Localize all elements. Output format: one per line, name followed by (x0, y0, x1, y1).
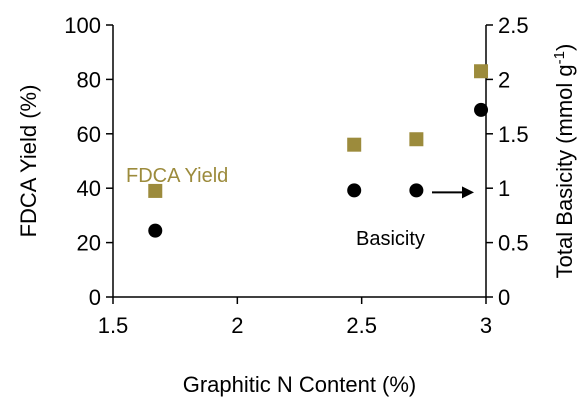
x-tick-label: 1.5 (98, 313, 129, 338)
data-point-basicity (409, 183, 424, 198)
y-tick-label-right: 2.5 (498, 13, 529, 38)
x-tick-label: 2.5 (346, 313, 377, 338)
y-tick-label-left: 40 (77, 176, 101, 201)
y-tick-label-left: 20 (77, 231, 101, 256)
annotation-fdca-yield: FDCA Yield (126, 165, 228, 187)
y-tick-label-right: 2 (498, 67, 510, 92)
data-point-basicity (347, 183, 362, 198)
y-tick-label-right: 1 (498, 176, 510, 201)
data-point-fdca-yield (474, 64, 489, 79)
data-point-basicity (474, 102, 489, 117)
data-point-fdca-yield (409, 132, 424, 147)
data-point-fdca-yield (347, 137, 362, 152)
y-tick-label-right: 0 (498, 285, 510, 310)
y-tick-label-left: 100 (64, 13, 101, 38)
x-axis-title: Graphitic N Content (%) (183, 372, 417, 397)
y-tick-label-left: 80 (77, 67, 101, 92)
data-point-fdca-yield (148, 183, 163, 198)
y-axis-left-title: FDCA Yield (%) (16, 85, 41, 238)
y-tick-label-right: 1.5 (498, 122, 529, 147)
x-tick-label: 2 (231, 313, 243, 338)
annotation-basicity: Basicity (356, 228, 425, 250)
data-point-basicity (148, 223, 163, 238)
basicity-arrow-head (462, 186, 474, 199)
y-axis-right-title: Total Basicity (mmol g-1) (551, 44, 577, 279)
y-tick-label-left: 0 (89, 285, 101, 310)
y-tick-label-right: 0.5 (498, 231, 529, 256)
y-tick-label-left: 60 (77, 122, 101, 147)
x-tick-label: 3 (480, 313, 492, 338)
